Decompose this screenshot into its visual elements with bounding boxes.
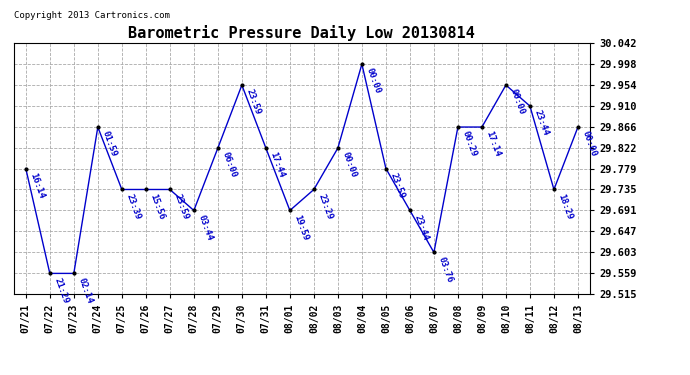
Title: Barometric Pressure Daily Low 20130814: Barometric Pressure Daily Low 20130814	[128, 25, 475, 40]
Text: 23:39: 23:39	[125, 192, 142, 220]
Text: 00:00: 00:00	[341, 151, 358, 179]
Text: 17:14: 17:14	[484, 130, 502, 158]
Text: 03:76: 03:76	[437, 255, 454, 284]
Text: 23:29: 23:29	[317, 192, 334, 220]
Text: 15:56: 15:56	[148, 192, 166, 220]
Text: 03:44: 03:44	[197, 213, 215, 242]
Text: 23:59: 23:59	[172, 192, 190, 220]
Text: 23:44: 23:44	[533, 109, 551, 137]
Text: 19:59: 19:59	[293, 213, 310, 242]
Text: 23:59: 23:59	[388, 171, 406, 200]
Text: 16:14: 16:14	[28, 171, 46, 200]
Text: 00:00: 00:00	[509, 88, 526, 116]
Text: 00:00: 00:00	[365, 67, 382, 95]
Text: 06:00: 06:00	[221, 151, 238, 179]
Text: 18:29: 18:29	[557, 192, 574, 220]
Text: 23:59: 23:59	[245, 88, 262, 116]
Text: 17:44: 17:44	[268, 151, 286, 179]
Text: 23:44: 23:44	[413, 213, 431, 242]
Text: 01:59: 01:59	[101, 130, 118, 158]
Text: 21:29: 21:29	[52, 276, 70, 304]
Text: Copyright 2013 Cartronics.com: Copyright 2013 Cartronics.com	[14, 11, 170, 20]
Text: 00:00: 00:00	[581, 130, 598, 158]
Text: 02:14: 02:14	[77, 276, 95, 304]
Text: 00:29: 00:29	[461, 130, 478, 158]
